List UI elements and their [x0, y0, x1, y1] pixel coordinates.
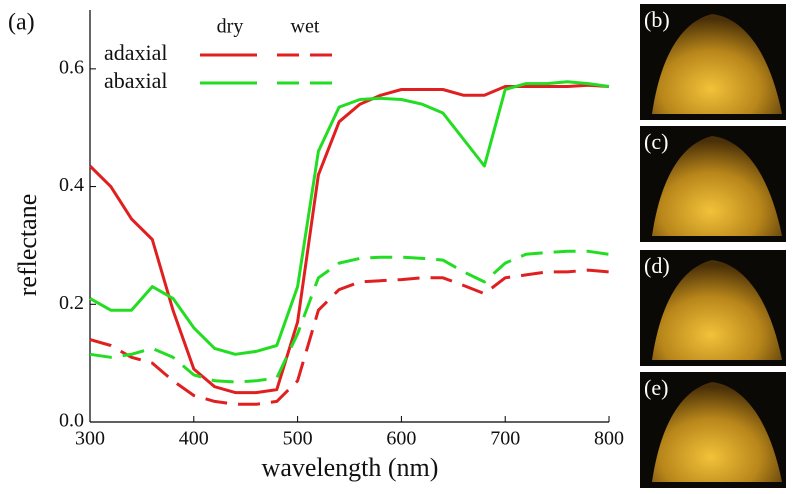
panel-label: (a) — [8, 10, 35, 36]
legend: dry wet adaxial abaxial — [104, 16, 334, 93]
panel-label: (b) — [644, 7, 670, 32]
legend-row-label: adaxial — [104, 40, 168, 65]
series-line — [89, 268, 610, 406]
leaf-photo — [652, 14, 782, 114]
x-tick-label: 600 — [386, 428, 416, 450]
x-tick-label: 300 — [75, 428, 105, 450]
x-tick-label: 800 — [594, 428, 624, 450]
panel-label: (c) — [644, 129, 668, 154]
legend-column-label: dry — [217, 16, 244, 38]
panel-label: (d) — [644, 253, 670, 278]
x-tick-label: 500 — [283, 428, 313, 450]
x-tick-label: 400 — [179, 428, 209, 450]
series-line — [88, 83, 610, 395]
x-axis-title: wavelength (nm) — [262, 453, 439, 482]
leaf-photo — [652, 136, 782, 236]
legend-column-label: wet — [291, 16, 320, 38]
series-line — [89, 249, 610, 384]
legend-row-label: abaxial — [104, 68, 168, 93]
x-tick-label: 700 — [490, 428, 520, 450]
y-axis-title: reflectane — [13, 194, 42, 296]
plot-area: 0.0 0.2 0.4 0.6 300 400 500 600 700 800 dry wet adax… — [59, 10, 624, 450]
leaf-photo — [652, 260, 782, 360]
y-tick-label: 0.2 — [59, 292, 84, 314]
panel-label: (e) — [644, 375, 668, 400]
y-tick-label: 0.0 — [59, 410, 84, 432]
series-line — [89, 80, 610, 356]
y-tick-label: 0.4 — [59, 174, 84, 196]
photo-panels: (b) (c) (d) (e) — [640, 4, 786, 488]
leaf-photo — [652, 382, 782, 482]
y-tick-label: 0.6 — [59, 56, 84, 78]
